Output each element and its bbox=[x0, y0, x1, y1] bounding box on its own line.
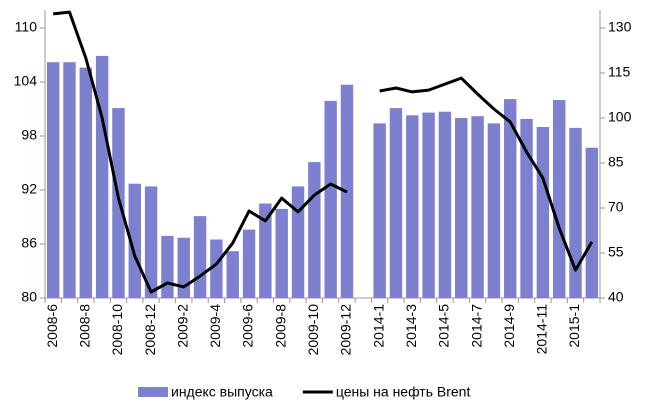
x-tick-label: 2014-7 bbox=[468, 304, 484, 348]
bar bbox=[63, 62, 76, 299]
x-tick-label: 2009-2 bbox=[174, 304, 190, 348]
x-tick-label: 2014-11 bbox=[534, 304, 550, 355]
bar bbox=[487, 123, 501, 299]
x-tick-label: 2014-3 bbox=[403, 304, 419, 348]
legend-swatch bbox=[138, 387, 168, 397]
x-tick-label: 2008-10 bbox=[109, 304, 125, 356]
bar bbox=[569, 127, 582, 299]
bar bbox=[144, 186, 158, 298]
x-tick-label: 2009-8 bbox=[272, 304, 288, 348]
bar bbox=[504, 99, 517, 298]
bar bbox=[79, 67, 93, 298]
bar bbox=[46, 62, 60, 299]
x-tick-label: 2009-12 bbox=[338, 304, 354, 356]
bar bbox=[324, 100, 337, 299]
y2-tick-label: 115 bbox=[608, 64, 631, 80]
y2-tick-label: 55 bbox=[608, 244, 624, 260]
bar bbox=[161, 235, 174, 298]
bar bbox=[373, 123, 386, 299]
bar bbox=[95, 55, 109, 299]
x-tick-label: 2009-6 bbox=[240, 304, 256, 348]
bar bbox=[226, 251, 239, 298]
bar bbox=[471, 116, 484, 298]
y2-tick-label: 100 bbox=[608, 109, 632, 125]
legend-label: индекс выпуска bbox=[171, 384, 273, 400]
line bbox=[52, 10, 594, 294]
bar bbox=[455, 118, 468, 298]
x-tick-label: 2015-1 bbox=[566, 304, 582, 348]
x-tick-label: 2009-4 bbox=[207, 304, 223, 348]
bar bbox=[389, 108, 403, 298]
bar bbox=[406, 115, 419, 298]
bar bbox=[275, 208, 288, 298]
bar bbox=[177, 237, 190, 298]
bar bbox=[210, 239, 223, 298]
x-tick-label: 2014-5 bbox=[436, 304, 452, 348]
bar bbox=[291, 186, 305, 298]
x-tick-label: 2008-8 bbox=[77, 304, 93, 348]
y-tick-label: 98 bbox=[21, 127, 37, 143]
bar bbox=[242, 229, 256, 298]
bar bbox=[128, 183, 141, 298]
bar bbox=[585, 147, 599, 298]
y2-tick-label: 40 bbox=[608, 289, 624, 305]
bar bbox=[422, 112, 435, 298]
x-tick-label: 2009-10 bbox=[305, 304, 321, 356]
y-tick-label: 104 bbox=[14, 73, 38, 89]
y-tick-label: 86 bbox=[21, 235, 37, 251]
y-tick-label: 110 bbox=[15, 19, 38, 35]
bar bbox=[259, 203, 272, 298]
y-tick-label: 92 bbox=[21, 181, 37, 197]
bar bbox=[520, 118, 533, 299]
x-tick-label: 2008-12 bbox=[142, 304, 158, 356]
bar bbox=[438, 111, 452, 298]
bar bbox=[552, 100, 566, 298]
y2-tick-label: 85 bbox=[608, 154, 624, 170]
y2-tick-label: 130 bbox=[608, 19, 632, 35]
x-tick-label: 2008-6 bbox=[44, 304, 60, 348]
bar bbox=[536, 127, 550, 298]
legend-label: цены на нефть Brent bbox=[336, 384, 471, 400]
y2-tick-label: 70 bbox=[608, 199, 624, 215]
bar bbox=[308, 162, 321, 298]
x-tick-label: 2014-1 bbox=[370, 304, 386, 348]
y-tick-label: 80 bbox=[21, 289, 37, 305]
bar bbox=[193, 216, 207, 298]
x-tick-label: 2014-9 bbox=[501, 304, 517, 348]
